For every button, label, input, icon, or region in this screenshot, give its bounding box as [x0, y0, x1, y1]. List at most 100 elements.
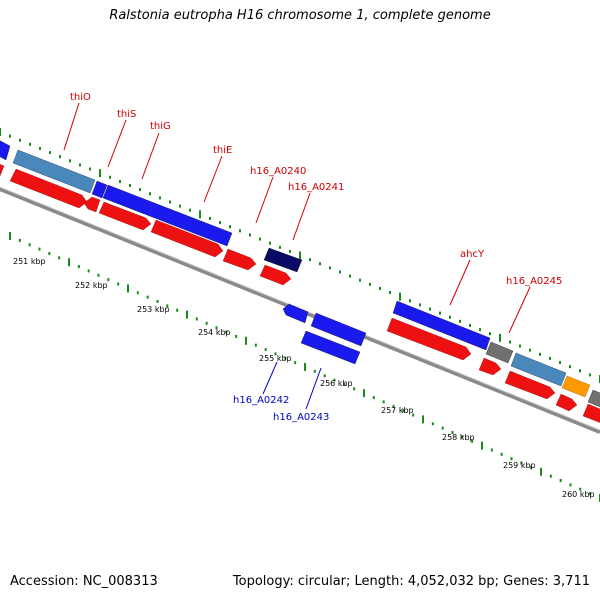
inner-tick-18 — [186, 310, 188, 319]
gene-feature-this[interactable] — [91, 180, 108, 199]
outer-tick-13 — [129, 184, 131, 188]
outer-tick-56 — [559, 361, 561, 365]
outer-tick-47 — [469, 323, 471, 327]
inner-features — [282, 303, 367, 365]
kbp-label-256: 256 kbp — [320, 379, 353, 388]
inner-tick-55 — [549, 474, 552, 478]
inner-tick-6 — [68, 258, 70, 267]
kbp-label-259: 259 kbp — [503, 461, 536, 470]
gene-feature-red-9[interactable] — [504, 370, 556, 400]
gene-label-h16-a0242: h16_A0242 — [233, 395, 289, 406]
inner-tick-41 — [412, 413, 415, 417]
gene-feature-red-6[interactable] — [259, 264, 292, 286]
inner-tick-7 — [77, 265, 80, 269]
gene-feature-thig-thie[interactable] — [102, 184, 233, 247]
gene-feature-red-1[interactable] — [9, 168, 88, 209]
gene-feature-red-edge[interactable] — [0, 162, 5, 177]
inner-tick-19 — [195, 317, 198, 321]
outer-tick-14 — [139, 188, 141, 192]
gene-feature-h16-a0245[interactable] — [510, 352, 567, 387]
outer-tick-37 — [369, 282, 371, 286]
outer-tick-50 — [499, 333, 501, 342]
kbp-label-252: 252 kbp — [75, 281, 108, 290]
gene-feature-grey-1[interactable] — [485, 341, 514, 364]
inner-tick-47 — [471, 439, 474, 443]
inner-tick-28 — [284, 356, 287, 360]
outer-tick-17 — [169, 200, 171, 204]
outer-tick-59 — [589, 373, 591, 377]
top-label-leaders — [63, 102, 531, 334]
inner-tick-13 — [136, 291, 139, 295]
inner-tick-53 — [530, 465, 533, 469]
inner-tick-31 — [313, 369, 316, 373]
outer-tick-15 — [149, 192, 151, 196]
outer-tick-21 — [209, 216, 211, 220]
outer-tick-44 — [439, 311, 441, 315]
outer-tick-10 — [99, 169, 101, 178]
outer-tick-32 — [319, 262, 321, 266]
gene-feature-red-10[interactable] — [555, 393, 578, 412]
gene-feature-red-5[interactable] — [222, 248, 257, 271]
outer-tick-29 — [289, 249, 291, 253]
outer-tick-1 — [9, 134, 11, 138]
inner-tick-15 — [156, 300, 159, 303]
outer-tick-51 — [509, 340, 511, 344]
outer-tick-34 — [339, 270, 341, 274]
inner-tick-16 — [166, 304, 169, 308]
gene-feature-blue-edge[interactable] — [0, 138, 11, 161]
outer-tick-23 — [229, 225, 231, 229]
gene-label-thie: thiE — [213, 145, 232, 156]
outer-tick-42 — [419, 303, 421, 307]
outer-tick-8 — [79, 163, 81, 167]
bottom-label-leaders — [262, 361, 322, 410]
outer-tick-5 — [49, 151, 51, 155]
inner-tick-5 — [58, 256, 61, 260]
inner-tick-32 — [323, 374, 326, 378]
map-title: Ralstonia eutropha H16 chromosome 1, com… — [109, 8, 491, 23]
outer-tick-18 — [179, 204, 181, 208]
gene-feature-red-11[interactable] — [582, 403, 600, 423]
gene-feature-thio[interactable] — [12, 149, 96, 194]
outer-tick-41 — [409, 299, 411, 303]
gene-feature-h16-a0242[interactable] — [282, 303, 309, 324]
gene-feature-h16-a0243-a[interactable] — [310, 312, 367, 347]
gene-feature-grey-2[interactable] — [587, 389, 600, 408]
inner-tick-39 — [392, 404, 395, 408]
inner-tick-14 — [146, 295, 149, 299]
outer-tick-35 — [349, 274, 351, 278]
gene-feature-red-8[interactable] — [478, 357, 502, 376]
outer-tick-54 — [539, 352, 541, 356]
kbp-label-254: 254 kbp — [198, 328, 231, 337]
inner-tick-20 — [205, 321, 208, 325]
outer-tick-33 — [329, 266, 331, 270]
inner-tick-1 — [18, 238, 21, 242]
inner-tick-37 — [372, 396, 375, 400]
gene-feature-red-7[interactable] — [386, 317, 472, 361]
gene-feature-red-2[interactable] — [83, 196, 101, 213]
top-gene-labels: thiO thiS thiG thiE h16_A0240 h16_A0241 … — [70, 92, 562, 287]
gene-feature-ahcy[interactable] — [392, 300, 491, 351]
gene-feature-red-4[interactable] — [150, 219, 224, 258]
outer-tick-11 — [109, 175, 111, 179]
gene-feature-red-3[interactable] — [98, 201, 152, 231]
outer-tick-22 — [219, 221, 221, 225]
inner-tick-2 — [28, 243, 31, 247]
outer-tick-38 — [379, 286, 381, 290]
inner-tick-21 — [215, 326, 218, 330]
outer-tick-24 — [239, 229, 241, 233]
outer-tick-20 — [199, 210, 201, 219]
outer-tick-6 — [59, 155, 61, 159]
kbp-label-253: 253 kbp — [137, 305, 170, 314]
inner-tick-11 — [117, 282, 120, 286]
inner-tick-30 — [304, 363, 306, 371]
gene-feature-orange[interactable] — [561, 375, 591, 398]
gene-feature-h16-a0241[interactable] — [263, 247, 303, 273]
inner-tick-50 — [500, 452, 503, 456]
outer-tick-7 — [69, 159, 71, 163]
inner-tick-8 — [87, 269, 90, 273]
gene-feature-h16-a0243-b[interactable] — [300, 330, 361, 365]
inner-tick-57 — [569, 483, 572, 487]
outer-tick-49 — [489, 332, 491, 336]
outer-tick-2 — [19, 138, 21, 142]
